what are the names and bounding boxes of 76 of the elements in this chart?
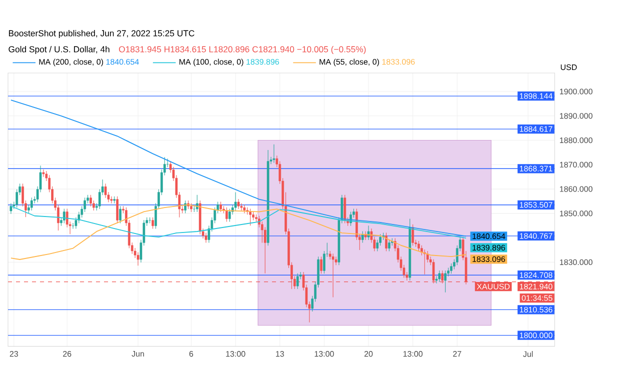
data-label: 1833.096	[472, 256, 506, 262]
ref-line-label: 1884.617	[520, 126, 552, 132]
candlestick	[72, 222, 74, 230]
candlestick	[344, 194, 346, 224]
x-tick-label: 20	[364, 351, 373, 357]
candlestick	[104, 183, 107, 198]
candlestick	[450, 263, 452, 274]
candlestick	[90, 194, 92, 207]
x-tick-label: 27	[453, 351, 462, 357]
y-tick-label: 1850.000	[560, 210, 592, 216]
ref-line-label: 1853.507	[520, 202, 552, 208]
candlestick	[438, 270, 441, 282]
candlestick	[418, 240, 420, 252]
candlestick	[412, 224, 414, 246]
y-tick-label: 1870.000	[560, 162, 592, 168]
legend-label: MA (200, close, 0)	[39, 58, 104, 66]
x-tick-label: 26	[63, 351, 72, 357]
legend-label: MA (100, close, 0)	[179, 58, 244, 66]
x-tick-label: 13:00	[403, 351, 423, 357]
ref-line-label: 1800.000	[520, 332, 552, 338]
candlestick	[152, 217, 154, 230]
x-tick-label: 6	[189, 351, 194, 357]
candlestick	[249, 208, 252, 226]
annotation: XAUUSD	[476, 284, 510, 290]
y-tick-label: 1860.000	[560, 186, 592, 192]
candlestick	[10, 202, 12, 214]
data-label: 1839.896	[472, 244, 506, 251]
data-label: 1840.654	[472, 233, 506, 240]
x-tick-label: 13:00	[226, 351, 246, 357]
candlestick	[136, 252, 140, 266]
candlestick	[119, 206, 122, 224]
candlestick	[240, 202, 243, 211]
y-tick-label: 1900.000	[560, 88, 592, 94]
candlestick	[110, 196, 113, 204]
candlestick	[320, 256, 322, 274]
y-tick-label: 1890.000	[560, 113, 592, 119]
line-series	[10, 100, 466, 237]
ref-line-label: 1868.371	[520, 166, 552, 172]
text: 1833.096	[382, 58, 415, 65]
chart-subtitle: O1831.945 H1834.615 L1820.896 C1821.940 −10.005 (−0.55%)	[119, 46, 366, 54]
candlestick	[204, 232, 208, 243]
x-tick-label: Jul	[523, 351, 533, 357]
y-tick-label: 1830.000	[560, 259, 592, 266]
legend-label: MA (55, close, 0)	[320, 58, 379, 66]
chart-title: Gold Spot / U.S. Dollar, 4h	[8, 46, 110, 54]
y-axis-title: USD	[560, 64, 577, 70]
candlestick	[226, 207, 228, 222]
candlestick	[296, 273, 299, 290]
candlestick	[237, 198, 240, 210]
text: 1839.896	[246, 58, 279, 65]
candlestick	[228, 208, 231, 222]
candlestick	[272, 144, 276, 163]
annotation: 01:34:55	[522, 295, 552, 301]
candlestick	[220, 201, 222, 212]
x-tick-label: 13:00	[314, 351, 334, 357]
candlestick	[42, 169, 45, 178]
line-series	[10, 204, 466, 260]
text: BoosterShot published, Jun 27, 2022 15:25 UTC	[8, 30, 194, 38]
x-tick-label: Jun	[132, 351, 144, 357]
x-tick-label: 23	[10, 351, 18, 357]
candlestick	[385, 232, 388, 252]
candlestick	[62, 208, 66, 224]
candlestick	[234, 192, 237, 211]
ref-line-label: 1810.536	[520, 306, 552, 312]
candlestick	[30, 197, 33, 211]
ref-line-label: 1898.144	[520, 93, 552, 99]
ref-line-label: 1824.708	[520, 272, 552, 278]
ref-line-label: 1821.940	[520, 284, 552, 290]
ref-line-label: 1840.767	[520, 233, 552, 239]
text: 1840.654	[106, 58, 139, 65]
x-tick-label: 13	[276, 351, 284, 357]
candlestick	[444, 270, 447, 293]
candlestick	[388, 239, 390, 252]
candlestick	[116, 196, 119, 224]
y-tick-label: 1880.000	[560, 137, 592, 144]
candlestick	[184, 200, 186, 214]
